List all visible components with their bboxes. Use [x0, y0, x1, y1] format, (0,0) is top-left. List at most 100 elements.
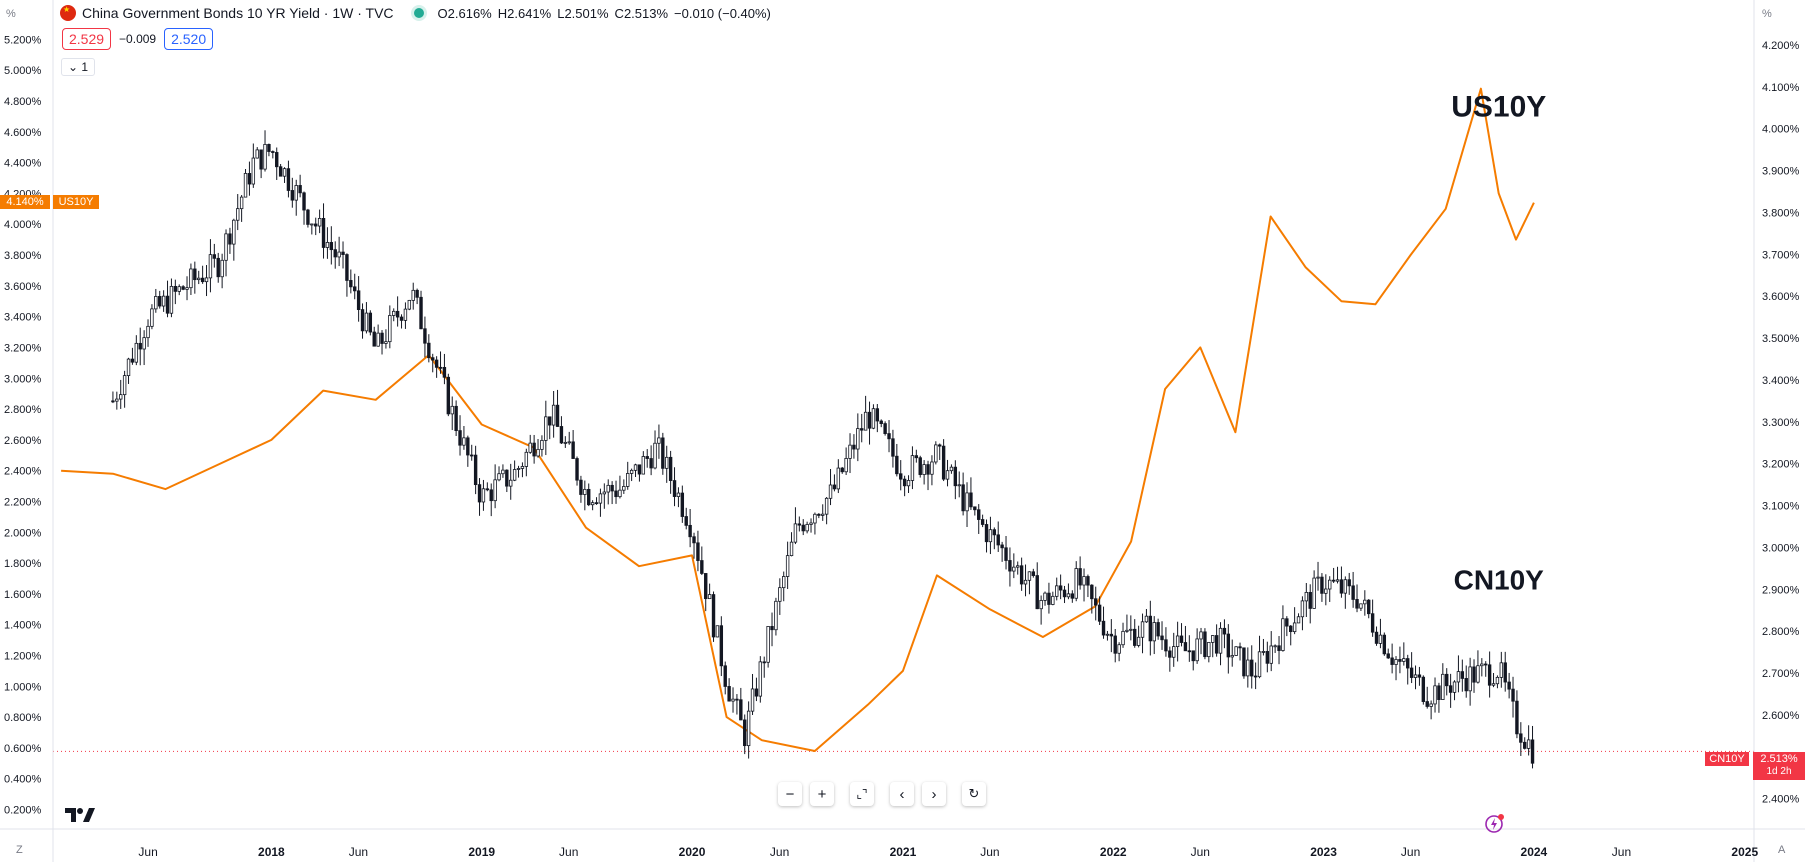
- bid-price[interactable]: 2.529: [62, 28, 112, 50]
- cn10y-candle-body: [392, 310, 396, 316]
- cn10y-candle-body: [633, 464, 638, 471]
- cn10y-candle-body: [1066, 593, 1071, 598]
- cn10y-candle-body: [844, 458, 848, 473]
- cn10y-candle-body: [1343, 579, 1348, 594]
- cn10y-candle-body: [1386, 653, 1390, 659]
- cn10y-candle-body: [1101, 620, 1106, 636]
- corner-right-a[interactable]: A: [1778, 844, 1786, 856]
- cn10y-candle-body: [134, 342, 139, 363]
- left-scale-unit[interactable]: %: [6, 8, 16, 20]
- cn10y-candle-body: [1152, 622, 1156, 642]
- lightning-icon[interactable]: [1484, 812, 1506, 834]
- cn10y-candle-body: [1296, 616, 1301, 624]
- cn10y-candle-body: [1195, 638, 1199, 662]
- cn10y-candle-body: [719, 625, 724, 667]
- cn10y-candle-body: [1390, 657, 1394, 665]
- cn10y-candle-body: [505, 469, 509, 487]
- cn10y-candle-body: [965, 492, 969, 512]
- cn10y-candle-body: [1331, 579, 1336, 582]
- cn10y-candle-body: [509, 479, 513, 487]
- cn10y-candle-body: [1398, 659, 1402, 662]
- tradingview-logo-icon[interactable]: [64, 806, 96, 824]
- cn10y-candle-body: [294, 185, 298, 201]
- cn10y-candle-body: [938, 444, 942, 447]
- cn10y-candle-body: [485, 488, 490, 491]
- right-tick-label: 2.800%: [1762, 626, 1800, 638]
- cn10y-candle-body: [1160, 635, 1164, 641]
- cn10y-candle-body: [723, 665, 727, 687]
- cn10y-candle-body: [930, 461, 934, 475]
- cn10y-candle-body: [1004, 547, 1008, 561]
- cn10y-candle-body: [204, 277, 209, 283]
- cn10y-candle-body: [571, 441, 575, 459]
- cn10y-candle-body: [1051, 595, 1055, 605]
- cn10y-candle-body: [1429, 703, 1433, 707]
- left-tick-label: 3.200%: [4, 342, 42, 354]
- cn10y-candle-body: [317, 218, 322, 227]
- cn10y-candle-body: [598, 493, 603, 504]
- zoom-in-button[interactable]: +: [810, 782, 834, 806]
- right-tick-label: 3.500%: [1762, 333, 1800, 345]
- cn10y-candle-body: [473, 454, 478, 486]
- cn10y-candle-body: [1374, 631, 1379, 644]
- cn10y-candle-body: [863, 411, 868, 431]
- cn10y-candle-body: [1452, 681, 1457, 693]
- cn10y-candle-body: [879, 420, 883, 424]
- cn10y-candle-body: [1503, 662, 1507, 683]
- reset-chart-button[interactable]: ↻: [962, 782, 986, 806]
- cn10y-candle-body: [743, 719, 747, 747]
- cn10y-price: 2.513%: [1760, 753, 1798, 765]
- cn10y-candle-body: [645, 456, 649, 459]
- right-scale-unit[interactable]: %: [1762, 8, 1772, 20]
- cn10y-candle-body: [212, 254, 217, 259]
- cn10y-candle-body: [263, 144, 267, 170]
- symbol-legend[interactable]: China Government Bonds 10 YR Yield · 1W …: [60, 3, 771, 23]
- cn10y-candle-body: [782, 576, 786, 589]
- cn10y-candle-body: [1406, 658, 1410, 669]
- cn10y-candle-body: [130, 358, 135, 363]
- time-tick-label: 2025: [1731, 845, 1758, 859]
- cn10y-candle-body: [1351, 585, 1355, 600]
- market-status-icon[interactable]: [413, 8, 424, 18]
- cn10y-candle-body: [1027, 571, 1032, 581]
- cn10y-candle-body: [278, 166, 283, 177]
- cn10y-candle-body: [739, 699, 743, 721]
- time-tick-label: 2019: [468, 845, 495, 859]
- cn10y-candle-body: [427, 342, 431, 359]
- reset-scale-icon: ⌞⌝: [856, 787, 868, 801]
- cn10y-candle-body: [649, 458, 653, 469]
- cn10y-candle-body: [789, 541, 794, 557]
- cn10y-candle-body: [395, 310, 400, 318]
- cn10y-candle-body: [271, 151, 275, 153]
- cn10y-candle-body: [181, 286, 185, 290]
- cn10y-candle-body: [310, 223, 314, 226]
- cn10y-candle-body: [622, 486, 626, 491]
- cn10y-candle-body: [1199, 631, 1203, 640]
- cn10y-candle-body: [875, 408, 880, 422]
- cn10y-candle-body: [1281, 618, 1285, 651]
- ohlc-open: O2.616%: [437, 5, 492, 21]
- reset-scale-button[interactable]: ⌞⌝: [850, 782, 874, 806]
- cn10y-candle-body: [1023, 579, 1028, 585]
- cn10y-candle-body: [341, 251, 345, 255]
- cn10y-candle-body: [415, 289, 419, 298]
- cn10y-name-tag: CN10Y: [1705, 752, 1749, 766]
- collapse-legend-button[interactable]: ⌄ 1: [61, 58, 96, 76]
- scroll-right-button[interactable]: ›: [922, 782, 946, 806]
- left-tick-label: 4.600%: [4, 127, 42, 139]
- scroll-left-button[interactable]: ‹: [890, 782, 914, 806]
- corner-left-z[interactable]: Z: [16, 844, 23, 856]
- left-tick-label: 3.800%: [4, 250, 42, 262]
- cn10y-candle-body: [594, 502, 599, 505]
- symbol-title[interactable]: China Government Bonds 10 YR Yield · 1W …: [82, 5, 394, 21]
- time-tick-label: Jun: [349, 845, 368, 859]
- cn10y-candle-body: [337, 251, 341, 258]
- cn10y-candle-body: [1464, 678, 1468, 692]
- zoom-out-button[interactable]: −: [778, 782, 802, 806]
- cn10y-candle-body: [1187, 650, 1192, 653]
- time-tick-label: Jun: [770, 845, 789, 859]
- cn10y-candle-body: [797, 523, 802, 526]
- ask-price[interactable]: 2.520: [164, 28, 214, 50]
